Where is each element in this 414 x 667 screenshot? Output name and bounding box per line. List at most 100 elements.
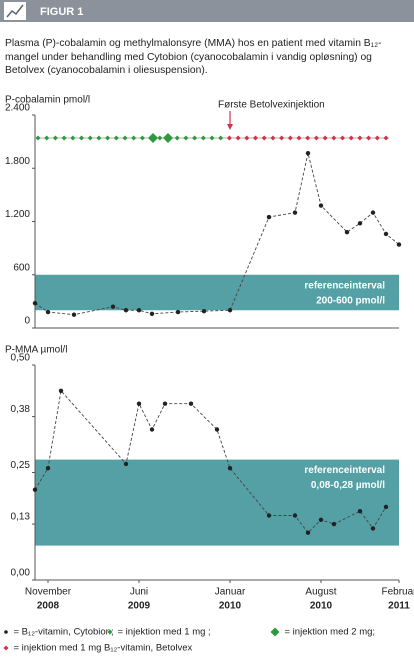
data-point bbox=[188, 401, 194, 406]
injection-marker bbox=[192, 135, 198, 141]
legend-label: = injektion med 1 mg ; bbox=[118, 627, 211, 638]
injection-marker bbox=[348, 135, 354, 141]
injection-marker bbox=[235, 135, 241, 141]
data-point bbox=[136, 308, 142, 313]
annotation: Første Betolvexinjektion bbox=[218, 100, 325, 111]
data-point bbox=[149, 311, 155, 316]
data-point bbox=[331, 521, 337, 527]
injection-marker bbox=[44, 135, 50, 141]
data-point bbox=[71, 312, 77, 317]
injection-marker bbox=[35, 135, 41, 141]
injection-marker bbox=[305, 135, 311, 141]
y-tick-label: 1.200 bbox=[5, 209, 30, 220]
caption: Plasma (P)-cobalamin og methylmalonsyre … bbox=[5, 38, 382, 76]
header-icon-line bbox=[6, 4, 24, 18]
injection-marker bbox=[340, 135, 345, 141]
data-point bbox=[136, 401, 142, 406]
injection-marker bbox=[270, 135, 276, 141]
injection-marker bbox=[174, 135, 180, 141]
data-point bbox=[149, 427, 155, 432]
data-line bbox=[34, 389, 387, 534]
data-point bbox=[162, 401, 168, 406]
data-point bbox=[370, 210, 376, 215]
injection-marker bbox=[200, 135, 206, 141]
data-point bbox=[227, 466, 233, 471]
data-point bbox=[266, 513, 272, 518]
injection-marker bbox=[157, 135, 163, 141]
injection-marker bbox=[296, 135, 302, 141]
injection-marker bbox=[61, 135, 67, 141]
x-tick-label: Juni bbox=[130, 587, 148, 598]
y-tick-label: 0 bbox=[24, 316, 30, 327]
injection-marker bbox=[226, 135, 232, 141]
injection-marker bbox=[374, 135, 380, 141]
data-point bbox=[214, 427, 220, 432]
data-point bbox=[305, 150, 311, 156]
injection-marker bbox=[287, 135, 293, 141]
injection-marker-large bbox=[163, 133, 173, 143]
injection-marker-large bbox=[148, 133, 158, 143]
data-point bbox=[357, 221, 363, 226]
data-point bbox=[110, 304, 116, 309]
y-tick-label: 1.800 bbox=[5, 156, 30, 167]
legend-label: = B₁₂-vitamin, Cytobion; bbox=[14, 627, 114, 638]
x-tick-label: November bbox=[25, 587, 72, 598]
injection-marker bbox=[244, 135, 250, 141]
data-point bbox=[123, 308, 129, 313]
legend-symbol bbox=[4, 630, 8, 634]
injection-marker bbox=[357, 135, 363, 141]
injection-marker bbox=[261, 135, 267, 141]
x-tick-year: 2010 bbox=[219, 601, 242, 612]
y-tick-label: 600 bbox=[13, 262, 30, 273]
data-point bbox=[318, 517, 324, 522]
data-point bbox=[292, 513, 298, 518]
data-point bbox=[305, 530, 311, 535]
band-label: referenceinterval bbox=[304, 465, 385, 476]
y-axis-label: P-cobalamin pmol/l bbox=[5, 95, 90, 106]
y-tick-label: 2.400 bbox=[5, 103, 30, 114]
legend-symbol bbox=[3, 645, 9, 651]
data-point bbox=[357, 509, 363, 514]
data-point bbox=[58, 388, 64, 393]
data-point bbox=[175, 309, 181, 315]
y-axis-label: P-MMA µmol/l bbox=[5, 345, 67, 356]
x-tick-label: Februar bbox=[381, 587, 414, 598]
injection-marker bbox=[183, 135, 189, 141]
data-point bbox=[318, 203, 324, 208]
injection-marker bbox=[383, 135, 389, 141]
data-point bbox=[383, 504, 389, 510]
reference-band bbox=[35, 459, 399, 546]
data-point bbox=[201, 308, 207, 314]
header-bar bbox=[0, 0, 414, 22]
annotation-arrowhead bbox=[227, 124, 233, 130]
injection-marker bbox=[70, 135, 76, 141]
x-tick-year: 2010 bbox=[310, 601, 333, 612]
data-point bbox=[45, 309, 51, 315]
injection-marker bbox=[279, 135, 285, 141]
injection-marker bbox=[322, 135, 328, 141]
injection-marker bbox=[105, 135, 111, 141]
data-point bbox=[123, 461, 129, 467]
injection-marker bbox=[79, 135, 84, 141]
x-tick-label: Januar bbox=[215, 587, 246, 598]
data-point bbox=[370, 526, 376, 531]
injection-marker bbox=[139, 135, 145, 141]
y-tick-label: 0,25 bbox=[11, 460, 31, 471]
header-title: FIGUR 1 bbox=[40, 6, 83, 18]
legend-symbol bbox=[270, 627, 280, 637]
data-point bbox=[32, 487, 38, 492]
data-point bbox=[344, 229, 350, 235]
injection-marker bbox=[366, 135, 372, 141]
injection-marker bbox=[96, 135, 102, 141]
injection-marker bbox=[131, 135, 137, 141]
y-tick-label: 0,50 bbox=[11, 353, 31, 364]
band-label: referenceinterval bbox=[304, 280, 385, 291]
x-tick-year: 2009 bbox=[128, 601, 151, 612]
data-point bbox=[292, 210, 298, 215]
data-point bbox=[45, 466, 51, 471]
x-tick-year: 2011 bbox=[388, 601, 410, 612]
header-icon bbox=[4, 2, 26, 20]
y-tick-label: 0,38 bbox=[11, 404, 31, 415]
